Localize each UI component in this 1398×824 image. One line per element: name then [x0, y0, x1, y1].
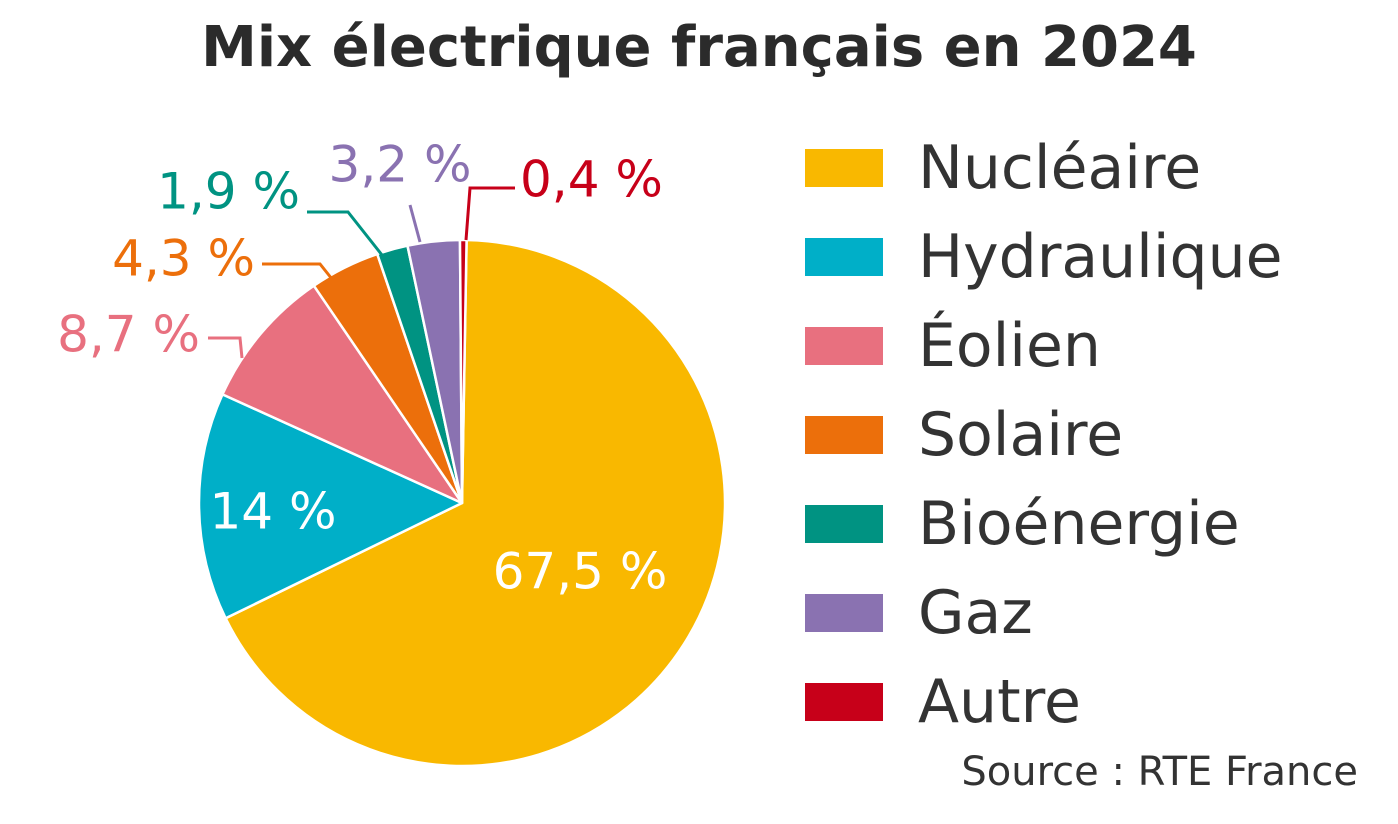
- chart-title: Mix électrique français en 2024: [201, 15, 1197, 80]
- legend-label: Éolien: [918, 311, 1101, 381]
- legend-item-hydraulique: Hydraulique: [805, 213, 1395, 302]
- legend-swatch: [805, 238, 883, 276]
- data-label-nucleaire: 67,5 %: [493, 543, 668, 601]
- data-label-eolien: 8,7 %: [57, 306, 200, 364]
- legend-swatch: [805, 683, 883, 721]
- legend-label: Bioénergie: [918, 489, 1240, 559]
- data-label-bioenergie: 1,9 %: [157, 163, 300, 221]
- legend-swatch: [805, 594, 883, 632]
- pie-slice-eolien: [221, 284, 464, 505]
- legend-swatch: [805, 149, 883, 187]
- legend-label: Hydraulique: [918, 222, 1283, 292]
- legend-swatch: [805, 327, 883, 365]
- leader-line-gaz: [408, 204, 422, 243]
- data-label-hydraulique: 14 %: [209, 483, 336, 541]
- leader-line-solaire: [262, 262, 334, 280]
- legend-item-eolien: Éolien: [805, 302, 1395, 391]
- legend-label: Nucléaire: [918, 133, 1202, 203]
- data-label-gaz: 3,2 %: [329, 136, 472, 194]
- data-label-autre: 0,4 %: [520, 151, 663, 209]
- data-label-solaire: 4,3 %: [112, 230, 255, 288]
- legend-label: Gaz: [918, 578, 1033, 648]
- legend-item-autre: Autre: [805, 658, 1395, 747]
- legend-swatch: [805, 505, 883, 543]
- leader-line-autre: [464, 186, 515, 241]
- legend-item-bioenergie: Bioénergie: [805, 480, 1395, 569]
- chart-legend: Nucléaire Hydraulique Éolien Solaire Bioéner…: [805, 124, 1395, 747]
- legend-label: Autre: [918, 667, 1081, 737]
- pie-slice-hydraulique: [197, 393, 464, 620]
- legend-item-gaz: Gaz: [805, 569, 1395, 658]
- legend-label: Solaire: [918, 400, 1124, 470]
- pie-slice-nucleaire: [224, 238, 727, 768]
- legend-item-nucleaire: Nucléaire: [805, 124, 1395, 213]
- legend-item-solaire: Solaire: [805, 391, 1395, 480]
- source-note: Source : RTE France: [961, 749, 1358, 795]
- leader-line-eolien: [208, 336, 244, 359]
- leader-line-bioenergie: [307, 210, 384, 256]
- legend-swatch: [805, 416, 883, 454]
